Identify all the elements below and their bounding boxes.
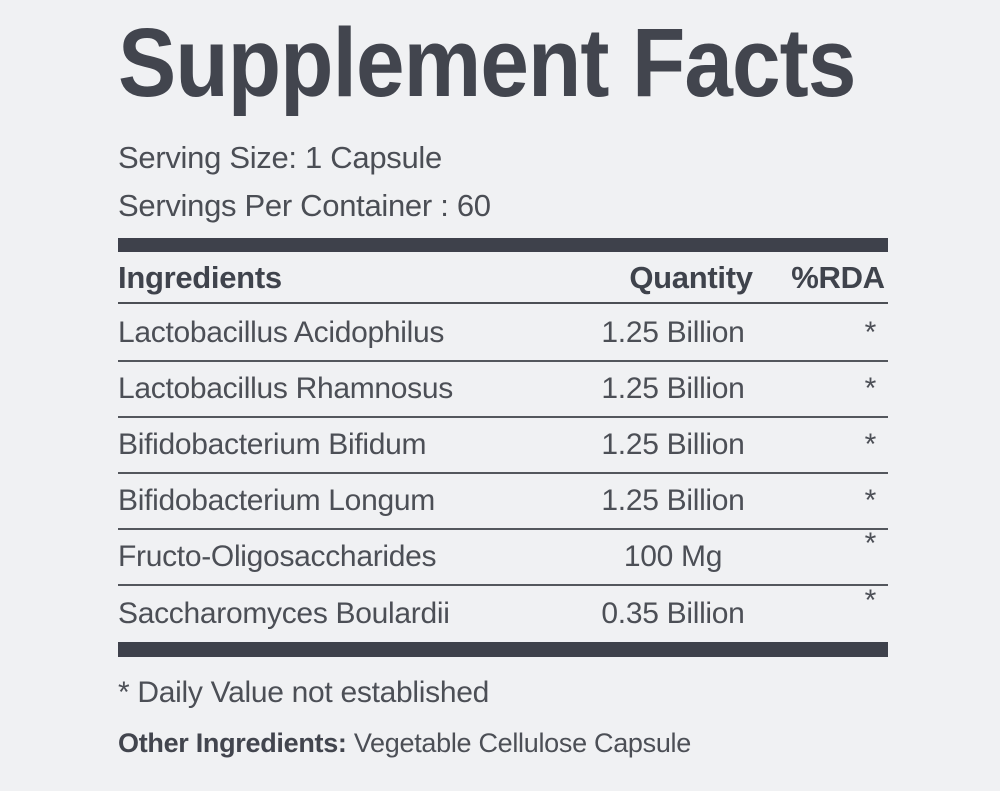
header-quantity: Quantity xyxy=(629,260,753,295)
ingredient-name: Bifidobacterium Bifidum xyxy=(118,428,427,461)
ingredient-quantity: 1.25 Billion xyxy=(601,484,745,517)
ingredient-rda: * xyxy=(864,484,877,517)
ingredient-quantity: 0.35 Billion xyxy=(601,597,745,630)
table-row: Bifidobacterium Bifidum 1.25 Billion * xyxy=(118,418,888,474)
ingredient-rda: * xyxy=(864,527,877,560)
divider-bar-top xyxy=(118,238,888,252)
ingredient-name: Saccharomyces Boulardii xyxy=(118,597,450,630)
ingredient-quantity: 1.25 Billion xyxy=(601,372,745,405)
header-rda: %RDA xyxy=(791,260,885,295)
ingredient-name: Lactobacillus Acidophilus xyxy=(118,316,445,349)
ingredient-quantity: 1.25 Billion xyxy=(601,428,745,461)
other-ingredients-label: Other Ingredients: xyxy=(118,728,347,758)
ingredient-quantity: 1.25 Billion xyxy=(601,316,745,349)
other-ingredients-line: Other Ingredients: Vegetable Cellulose C… xyxy=(118,728,691,759)
table-row: Saccharomyces Boulardii 0.35 Billion * xyxy=(118,584,888,642)
daily-value-note: * Daily Value not established xyxy=(118,676,489,709)
ingredient-rda: * xyxy=(864,316,877,349)
table-row: Fructo-Oligosaccharides 100 Mg * xyxy=(118,527,888,586)
page-title: Supplement Facts xyxy=(118,8,856,117)
ingredients-table: Lactobacillus Acidophilus 1.25 Billion *… xyxy=(118,306,888,642)
ingredient-name: Fructo-Oligosaccharides xyxy=(118,540,437,573)
table-header-row: Ingredients Quantity %RDA xyxy=(118,254,888,304)
ingredient-name: Lactobacillus Rhamnosus xyxy=(118,372,453,405)
serving-size-text: Serving Size: 1 Capsule xyxy=(118,140,442,175)
servings-per-container-text: Servings Per Container : 60 xyxy=(118,188,491,223)
other-ingredients-value: Vegetable Cellulose Capsule xyxy=(346,728,691,758)
ingredient-rda: * xyxy=(864,428,877,461)
ingredient-quantity: 100 Mg xyxy=(623,540,723,573)
table-row: Lactobacillus Rhamnosus 1.25 Billion * xyxy=(118,362,888,418)
ingredient-rda: * xyxy=(864,372,877,405)
divider-bar-bottom xyxy=(118,642,888,657)
table-row: Bifidobacterium Longum 1.25 Billion * xyxy=(118,474,888,530)
ingredient-rda: * xyxy=(864,584,877,617)
header-ingredients: Ingredients xyxy=(118,260,282,295)
table-row: Lactobacillus Acidophilus 1.25 Billion * xyxy=(118,306,888,362)
ingredient-name: Bifidobacterium Longum xyxy=(118,484,435,517)
